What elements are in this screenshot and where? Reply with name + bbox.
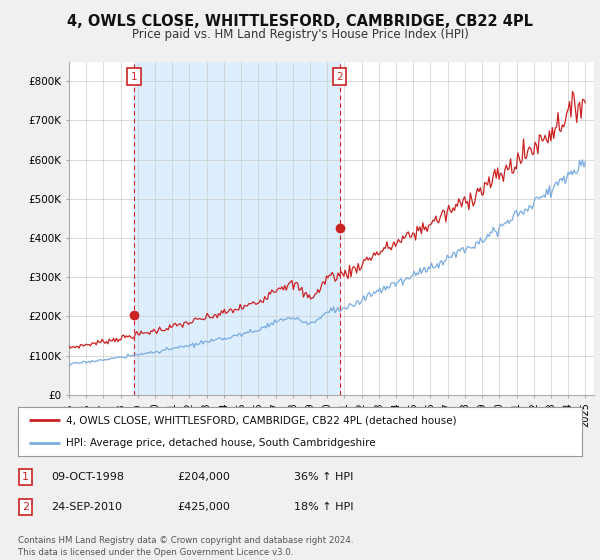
Text: 1: 1 xyxy=(131,72,137,82)
Text: HPI: Average price, detached house, South Cambridgeshire: HPI: Average price, detached house, Sout… xyxy=(66,438,376,448)
Text: 36% ↑ HPI: 36% ↑ HPI xyxy=(294,472,353,482)
Bar xyxy=(134,62,340,395)
Text: 2: 2 xyxy=(337,72,343,82)
Text: 09-OCT-1998: 09-OCT-1998 xyxy=(51,472,124,482)
Text: 1: 1 xyxy=(22,472,29,482)
Text: Price paid vs. HM Land Registry's House Price Index (HPI): Price paid vs. HM Land Registry's House … xyxy=(131,28,469,41)
Text: 24-SEP-2010: 24-SEP-2010 xyxy=(51,502,122,512)
Text: 2: 2 xyxy=(22,502,29,512)
Text: 4, OWLS CLOSE, WHITTLESFORD, CAMBRIDGE, CB22 4PL (detached house): 4, OWLS CLOSE, WHITTLESFORD, CAMBRIDGE, … xyxy=(66,416,457,426)
Text: 18% ↑ HPI: 18% ↑ HPI xyxy=(294,502,353,512)
Text: Contains HM Land Registry data © Crown copyright and database right 2024.
This d: Contains HM Land Registry data © Crown c… xyxy=(18,536,353,557)
Text: 4, OWLS CLOSE, WHITTLESFORD, CAMBRIDGE, CB22 4PL: 4, OWLS CLOSE, WHITTLESFORD, CAMBRIDGE, … xyxy=(67,14,533,29)
Text: £204,000: £204,000 xyxy=(177,472,230,482)
Text: £425,000: £425,000 xyxy=(177,502,230,512)
